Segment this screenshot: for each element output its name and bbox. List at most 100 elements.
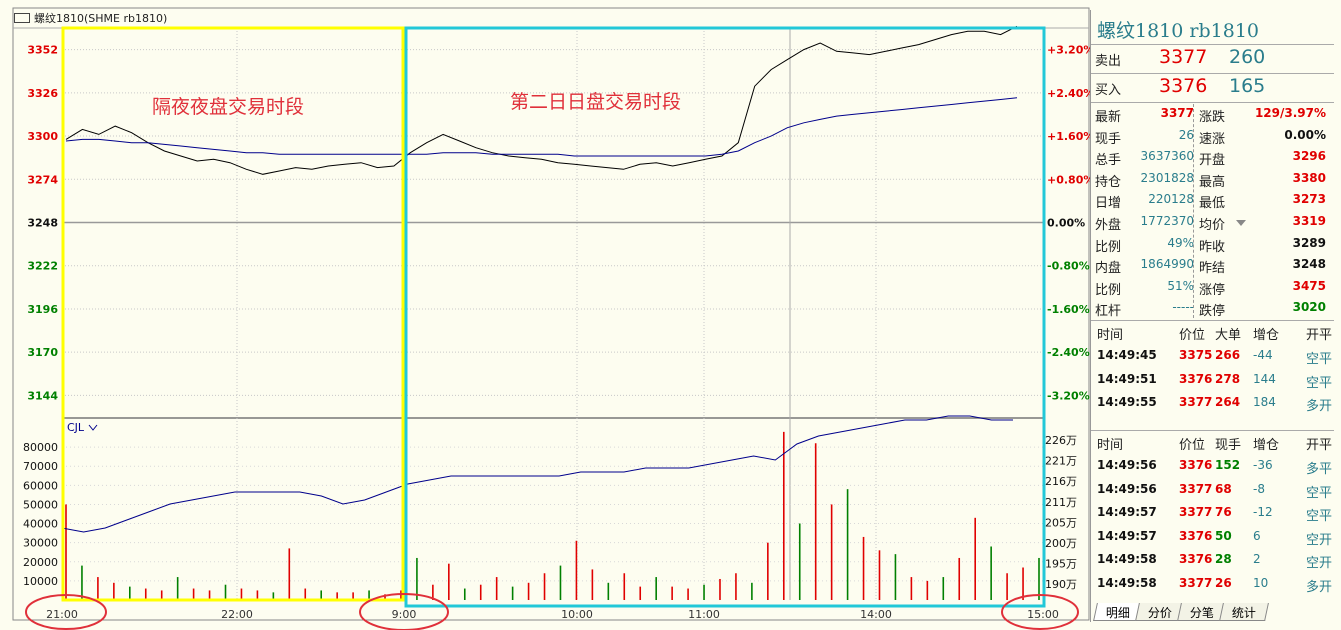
open-interest-tick-label: 211万 [1045, 496, 1077, 509]
table-row[interactable]: 14:49:56 3376 152 -36 多平 [1091, 456, 1334, 478]
stat-row: 现手 26 速涨 0.00% [1091, 126, 1334, 148]
table-row[interactable]: 14:49:51 3376 278 144 空平 [1091, 370, 1334, 392]
stat-value: 3475 [1292, 278, 1326, 293]
pct-tick-label: +0.80% [1047, 173, 1090, 186]
table-cell: 2 [1253, 552, 1261, 567]
price-tick-label: 3326 [27, 87, 58, 100]
column-header: 增仓 [1253, 328, 1280, 343]
table-cell: 3376 [1179, 458, 1213, 472]
tab-label: 统计 [1231, 606, 1256, 620]
quote-panel: 螺纹1810 rb1810 卖出 3377 260 买入 3376 165 最新… [1090, 10, 1334, 622]
table-header: 时间 价位 现手 增仓 开平 [1091, 432, 1334, 454]
chart-frame [12, 7, 1090, 621]
sell-row[interactable]: 卖出 3377 260 [1091, 46, 1334, 72]
time-tick-label: 14:00 [860, 608, 892, 621]
time-highlight-circle [359, 593, 449, 630]
table-cell: 6 [1253, 528, 1261, 543]
column-header: 时间 [1097, 438, 1124, 453]
tab-label: 分笔 [1189, 606, 1214, 620]
column-header: 大单 [1215, 328, 1242, 343]
open-interest-tick-label: 216万 [1045, 475, 1077, 488]
price-tick-label: 3352 [27, 44, 58, 57]
volume-tick-label: 70000 [23, 460, 58, 473]
stat-value: 26 [1178, 127, 1194, 142]
table-row[interactable]: 14:49:58 3377 26 10 多开 [1091, 574, 1334, 596]
sell-price: 3377 [1159, 46, 1208, 68]
volume-tick-label: 30000 [23, 537, 58, 550]
table-cell: 26 [1215, 576, 1232, 590]
volume-label: CJL [67, 421, 85, 434]
stat-label: 速涨 [1199, 131, 1226, 147]
stat-label: 杠杆 [1095, 304, 1122, 320]
pct-tick-label: -0.80% [1047, 260, 1090, 273]
tab-statistics[interactable]: 统计 [1219, 603, 1269, 621]
table-cell: 3376 [1179, 552, 1213, 567]
price-line [65, 25, 1018, 175]
stat-value: 49% [1167, 235, 1194, 250]
night-session-box [61, 26, 405, 602]
column-header: 现手 [1215, 438, 1242, 453]
volume-tick-label: 60000 [23, 479, 58, 492]
table-cell: 3376 [1179, 371, 1213, 386]
time-highlight-circle [25, 594, 107, 630]
open-interest-tick-label: 221万 [1045, 455, 1077, 468]
table-cell: 空平 [1306, 375, 1333, 391]
chart-title: 螺纹1810(SHME rb1810) [34, 12, 168, 25]
table-cell: 14:49:55 [1097, 395, 1157, 409]
table-cell: 3376 [1179, 528, 1213, 543]
table-cell: -36 [1253, 458, 1273, 472]
table-cell: 3375 [1179, 348, 1213, 362]
stat-label: 总手 [1095, 153, 1122, 169]
table-row[interactable]: 14:49:57 3377 76 -12 空平 [1091, 503, 1334, 525]
stat-label: 内盘 [1095, 261, 1122, 277]
tab-label: 明细 [1105, 606, 1130, 620]
window-toggle-icon[interactable] [14, 13, 30, 23]
table-cell: 空开 [1306, 532, 1333, 548]
chevron-down-icon [88, 424, 98, 431]
stat-value: 3020 [1292, 300, 1326, 315]
table-cell: 多开 [1306, 580, 1333, 595]
stat-value: 1864990 [1140, 257, 1194, 272]
table-cell: 264 [1215, 395, 1241, 409]
table-cell: 3377 [1179, 576, 1213, 590]
table-row[interactable]: 14:49:55 3377 264 184 多开 [1091, 393, 1334, 415]
stat-label: 开盘 [1199, 153, 1226, 169]
table-row[interactable]: 14:49:58 3376 28 2 空开 [1091, 550, 1334, 572]
stat-value: 3319 [1292, 214, 1326, 228]
table-row[interactable]: 14:49:57 3376 50 6 空开 [1091, 527, 1334, 549]
pct-tick-label: +2.40% [1047, 87, 1090, 100]
stat-value: 3248 [1292, 257, 1326, 272]
stat-label: 涨跌 [1199, 110, 1226, 125]
stat-label: 日增 [1095, 196, 1122, 212]
table-cell: 184 [1253, 395, 1276, 409]
time-tick-label: 9:00 [392, 608, 417, 621]
table-cell: 3377 [1179, 395, 1213, 409]
table-row[interactable]: 14:49:45 3375 266 -44 空平 [1091, 346, 1334, 368]
pct-tick-label: -2.40% [1047, 346, 1090, 359]
stat-label: 昨结 [1199, 261, 1226, 277]
table-cell: 76 [1215, 505, 1232, 520]
price-tick-label: 3300 [27, 130, 58, 143]
stat-row: 总手 3637360 开盘 3296 [1091, 147, 1334, 169]
dropdown-triangle-icon[interactable] [1236, 220, 1246, 226]
time-tick-label: 10:00 [561, 608, 593, 621]
table-cell: 空平 [1306, 485, 1333, 501]
table-cell: 14:49:58 [1097, 576, 1157, 590]
stat-label: 现手 [1095, 131, 1122, 147]
stat-row: 比例 51% 涨停 3475 [1091, 277, 1334, 299]
buy-qty: 165 [1229, 75, 1266, 97]
stat-row: 最新 3377 涨跌 129/3.97% [1091, 104, 1334, 126]
table-cell: 14:49:57 [1097, 528, 1157, 543]
table-row[interactable]: 14:49:56 3377 68 -8 空平 [1091, 480, 1334, 502]
stat-row: 比例 49% 昨收 3289 [1091, 234, 1334, 256]
stat-value: 3296 [1292, 149, 1326, 164]
buy-row[interactable]: 买入 3376 165 [1091, 75, 1334, 101]
stats-divider [1193, 104, 1194, 318]
buy-label: 买入 [1095, 83, 1122, 98]
intraday-chart[interactable]: 3352 3326 3300 3274 3248 3222 3196 3170 3144 +3.… [0, 0, 1090, 630]
column-header: 价位 [1179, 438, 1206, 453]
table-header: 时间 价位 大单 增仓 开平 [1091, 322, 1334, 344]
stat-value: ----- [1172, 300, 1194, 315]
time-tick-label: 11:00 [688, 608, 720, 621]
